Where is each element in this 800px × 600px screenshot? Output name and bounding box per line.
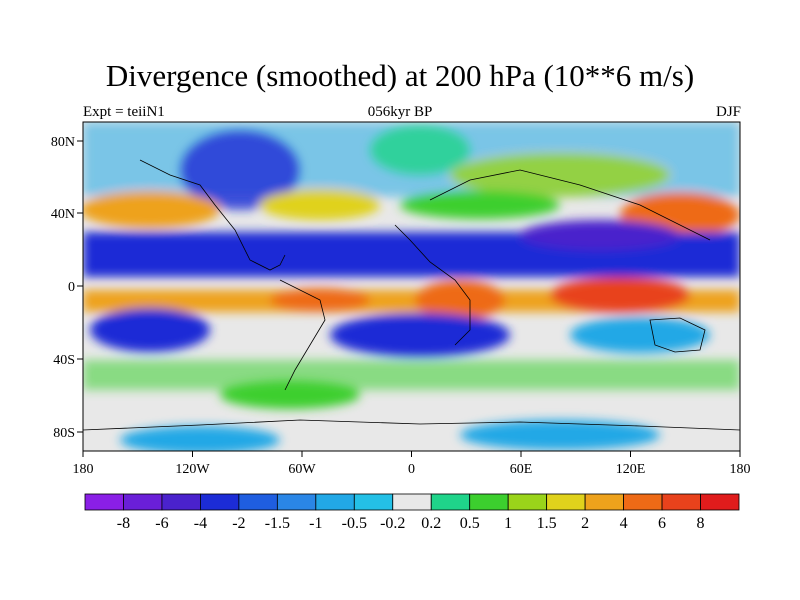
coast-north-america	[139, 159, 286, 271]
field-antarctic-blue-east	[460, 420, 660, 450]
lat-tick-label: 0	[68, 280, 75, 295]
lon-tick-label: 60W	[288, 462, 316, 477]
field-maritime-red	[550, 277, 690, 313]
colorbar-box	[623, 493, 663, 511]
colorbar-label: -1	[309, 515, 322, 532]
colorbar-box	[546, 493, 586, 511]
map-axes: 180 120W 60W 0 60E 120E 180 80N 40N 0 40S 80S	[51, 135, 751, 477]
colorbar-box	[469, 493, 509, 511]
lat-tick-label: 80S	[53, 426, 75, 441]
colorbar-box	[584, 493, 624, 511]
field-eurasia-green	[450, 153, 670, 197]
lat-tick-label: 40S	[53, 353, 75, 368]
colorbar-label: 1.5	[537, 515, 557, 532]
colorbar-box	[200, 493, 240, 511]
coast-australia	[649, 317, 706, 353]
colorbar-box	[315, 493, 355, 511]
colorbar-label: 6	[658, 515, 666, 532]
colorbar-label: -1.5	[265, 515, 290, 532]
field-na-green	[370, 125, 470, 175]
field-satl-blue	[330, 313, 510, 357]
field-southern-green	[220, 381, 360, 409]
colorbar-label: -0.5	[342, 515, 367, 532]
plot-title: Divergence (smoothed) at 200 hPa (10**6 …	[105, 58, 695, 93]
colorbar-box	[276, 493, 317, 511]
map-field	[83, 122, 740, 451]
lon-tick-label: 120E	[616, 462, 646, 477]
lon-tick-label: 0	[408, 462, 415, 477]
colorbar-box	[84, 493, 124, 511]
colorbar-label: 8	[697, 515, 705, 532]
period-label: 056kyr BP	[367, 104, 433, 120]
lon-tick-label: 180	[73, 462, 94, 477]
divergence-field	[83, 122, 740, 451]
lon-tick-label: 120W	[175, 462, 210, 477]
lat-tick-label: 80N	[51, 135, 75, 150]
coast-south-america	[279, 279, 326, 391]
field-asia-purple	[520, 220, 680, 250]
lat-tick-label: 40N	[51, 207, 75, 222]
colorbar-label: 0.2	[421, 515, 441, 532]
colorbar-box	[353, 493, 394, 511]
colorbar-box	[507, 493, 548, 511]
colorbar-box	[238, 493, 278, 511]
colorbar: -8 -6 -4 -2 -1.5 -1 -0.5 -0.2 0.2 0.5 1 1.5 2 4 6 8	[84, 493, 740, 532]
field-antarctic-blue	[120, 426, 280, 451]
experiment-label: Expt = teiiN1	[83, 104, 165, 120]
coast-antarctica	[83, 419, 740, 431]
colorbar-label: 0.5	[460, 515, 480, 532]
colorbar-label: 2	[581, 515, 589, 532]
colorbar-label: -8	[117, 515, 130, 532]
colorbar-box	[700, 493, 740, 511]
colorbar-label: -2	[232, 515, 245, 532]
field-sh-midlat	[83, 360, 740, 390]
lon-tick-label: 60E	[510, 462, 533, 477]
colorbar-box	[661, 493, 701, 511]
field-indian-blue	[570, 317, 710, 353]
colorbar-label: 1	[504, 515, 512, 532]
season-label: DJF	[715, 104, 741, 120]
colorbar-box	[123, 493, 163, 511]
field-africa-red	[415, 280, 505, 320]
field-spac-blue	[90, 308, 210, 352]
coast-eurasia	[429, 169, 711, 241]
field-eur-green	[400, 191, 560, 219]
colorbar-label: 4	[620, 515, 628, 532]
field-atl-yellow	[260, 190, 380, 220]
colorbar-label: -4	[194, 515, 207, 532]
lon-tick-label: 180	[730, 462, 751, 477]
colorbar-box	[430, 493, 471, 511]
colorbar-box	[392, 493, 432, 511]
colorbar-box	[161, 493, 201, 511]
field-pac-orange	[83, 192, 220, 228]
field-na-blue	[180, 130, 300, 210]
coastlines	[83, 159, 740, 431]
colorbar-label: -6	[155, 515, 168, 532]
colorbar-label: -0.2	[380, 515, 405, 532]
coast-africa	[394, 224, 471, 346]
